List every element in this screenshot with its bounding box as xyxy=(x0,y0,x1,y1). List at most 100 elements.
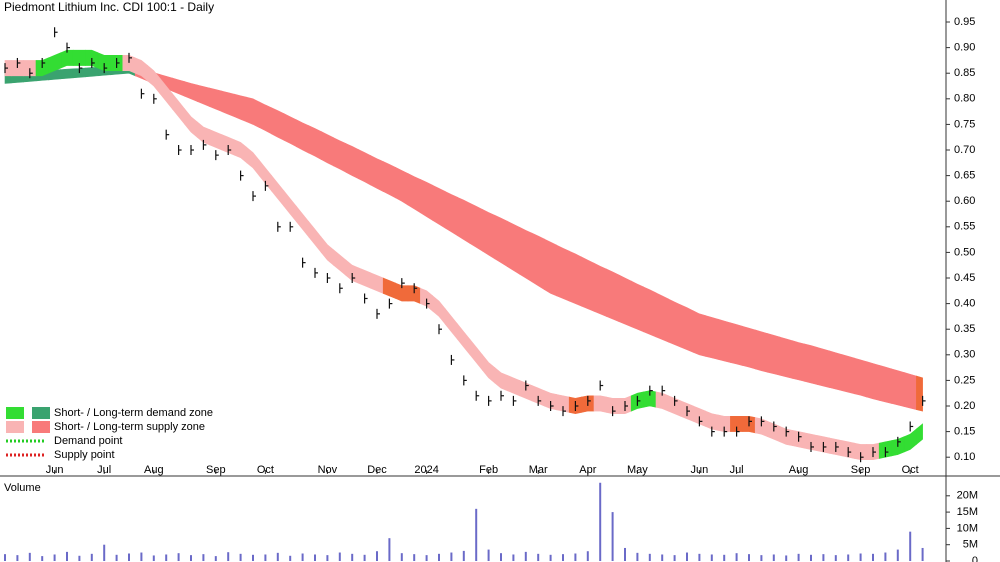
zone-slice xyxy=(556,244,570,302)
volume-bar xyxy=(289,555,292,561)
zone-slice xyxy=(581,256,595,312)
volume-bar xyxy=(190,555,192,561)
zone-slice xyxy=(482,208,496,260)
volume-bar xyxy=(90,553,93,561)
volume-bar xyxy=(413,554,416,561)
x-tick-label: Aug xyxy=(789,464,809,476)
volume-bar xyxy=(710,554,713,561)
volume-bar xyxy=(165,554,168,561)
volume-bar xyxy=(326,555,329,561)
y-tick-label: 0.20 xyxy=(954,400,975,412)
x-tick-label: Feb xyxy=(479,464,498,476)
zone-slice xyxy=(370,155,384,192)
volume-bar xyxy=(661,554,664,561)
y-tick-label: 0.65 xyxy=(954,170,975,182)
x-tick-label: Dec xyxy=(367,464,387,476)
volume-bar xyxy=(574,553,577,561)
x-tick-label: Nov xyxy=(318,464,338,476)
volume-bar xyxy=(872,553,874,561)
zone-slice xyxy=(531,232,545,291)
volume-bar xyxy=(16,555,19,561)
volume-bar xyxy=(351,553,354,561)
volume-bar xyxy=(921,547,924,561)
volume-bar xyxy=(611,512,614,561)
x-tick-label: Sep xyxy=(851,464,871,476)
volume-bar xyxy=(512,554,515,561)
y-tick-label: 0.45 xyxy=(954,272,975,284)
y-tick-label: 0.50 xyxy=(954,246,975,258)
volume-bar xyxy=(78,555,81,561)
volume-bar xyxy=(785,555,788,561)
volume-bar xyxy=(388,538,391,561)
y-tick-label: 0.55 xyxy=(954,221,975,233)
legend-swatch xyxy=(6,421,24,433)
volume-bar xyxy=(896,549,899,561)
zone-slice xyxy=(916,375,923,412)
zone-slice xyxy=(469,202,483,252)
volume-bar xyxy=(487,549,490,561)
volume-bar xyxy=(301,553,304,561)
zone-slice xyxy=(779,336,793,379)
legend-swatch xyxy=(6,407,24,419)
zone-slice xyxy=(754,329,768,373)
volume-bar xyxy=(524,551,527,561)
legend-swatch xyxy=(32,421,50,433)
volume-bar xyxy=(376,551,378,561)
volume-bar xyxy=(673,555,676,561)
volume-bar xyxy=(772,554,775,561)
legend-label: Short- / Long-term supply zone xyxy=(54,421,205,433)
volume-bar xyxy=(264,554,267,561)
volume-bar xyxy=(599,482,602,561)
zone-slice xyxy=(643,286,657,338)
volume-title: Volume xyxy=(4,482,41,494)
zone-slice xyxy=(618,274,632,328)
volume-bar xyxy=(314,554,316,561)
y-tick-label: 0.60 xyxy=(954,195,975,207)
zone-slice xyxy=(358,149,372,186)
volume-bar xyxy=(41,556,44,561)
volume-bar xyxy=(239,553,242,561)
volume-bar xyxy=(760,555,763,561)
x-tick-label: Oct xyxy=(902,464,919,476)
volume-bar xyxy=(400,553,403,561)
y-tick-label: 0.75 xyxy=(954,118,975,130)
zone-slice xyxy=(593,395,607,413)
legend-label: Demand point xyxy=(54,435,123,447)
x-tick-label: May xyxy=(627,464,648,476)
zone-slice xyxy=(668,298,682,348)
zone-slice xyxy=(878,364,892,404)
y-tick-label: 0.80 xyxy=(954,93,975,105)
volume-bar xyxy=(748,554,750,561)
y-tick-label: 0.35 xyxy=(954,323,975,335)
volume-bar xyxy=(363,554,366,561)
volume-bar xyxy=(4,554,6,561)
zone-slice xyxy=(457,196,471,244)
volume-bar xyxy=(698,553,701,561)
x-tick-label: Oct xyxy=(257,464,274,476)
volume-bar xyxy=(859,553,862,561)
zone-slice xyxy=(85,67,99,78)
zone-slice xyxy=(568,250,582,307)
zone-slice xyxy=(792,340,806,382)
zone-slice xyxy=(680,304,694,353)
zone-slice xyxy=(816,346,830,388)
zone-slice xyxy=(717,318,731,363)
price-marks xyxy=(4,27,926,463)
volume-bar xyxy=(252,554,254,561)
zone-slice xyxy=(903,372,917,410)
y-tick-label: 0.85 xyxy=(954,67,975,79)
y-tick-label: 0.10 xyxy=(954,451,975,463)
volume-tick-label: 0 xyxy=(972,555,978,562)
zone-slice xyxy=(606,268,620,322)
volume-bar xyxy=(909,531,912,561)
legend-label: Short- / Long-term demand zone xyxy=(54,407,213,419)
zone-slice xyxy=(916,423,923,446)
x-tick-label: Jun xyxy=(46,464,64,476)
y-tick-label: 0.90 xyxy=(954,42,975,54)
y-tick-label: 0.30 xyxy=(954,349,975,361)
volume-bar xyxy=(152,555,155,561)
chart-title: Piedmont Lithium Inc. CDI 100:1 - Daily xyxy=(4,0,214,14)
zone-slice xyxy=(593,262,607,317)
zone-slice xyxy=(630,280,644,333)
